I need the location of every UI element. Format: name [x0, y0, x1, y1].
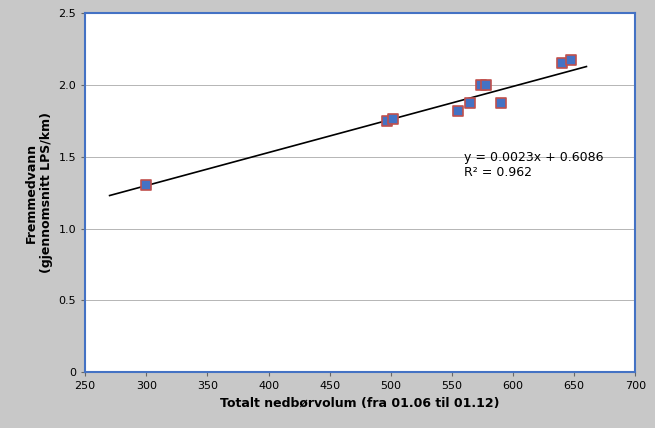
Point — [565, 57, 576, 64]
Point — [481, 81, 491, 88]
Point — [382, 117, 392, 124]
Point — [557, 60, 567, 67]
Y-axis label: Fremmedvann
(gjennomsnitt LPS/km): Fremmedvann (gjennomsnitt LPS/km) — [25, 112, 53, 273]
Point — [453, 107, 463, 114]
Point — [465, 100, 476, 107]
Point — [141, 182, 151, 189]
Point — [476, 81, 487, 88]
Text: y = 0.0023x + 0.6086
R² = 0.962: y = 0.0023x + 0.6086 R² = 0.962 — [464, 151, 604, 179]
Point — [388, 116, 398, 123]
Point — [496, 100, 506, 107]
X-axis label: Totalt nedbørvolum (fra 01.06 til 01.12): Totalt nedbørvolum (fra 01.06 til 01.12) — [221, 397, 500, 410]
